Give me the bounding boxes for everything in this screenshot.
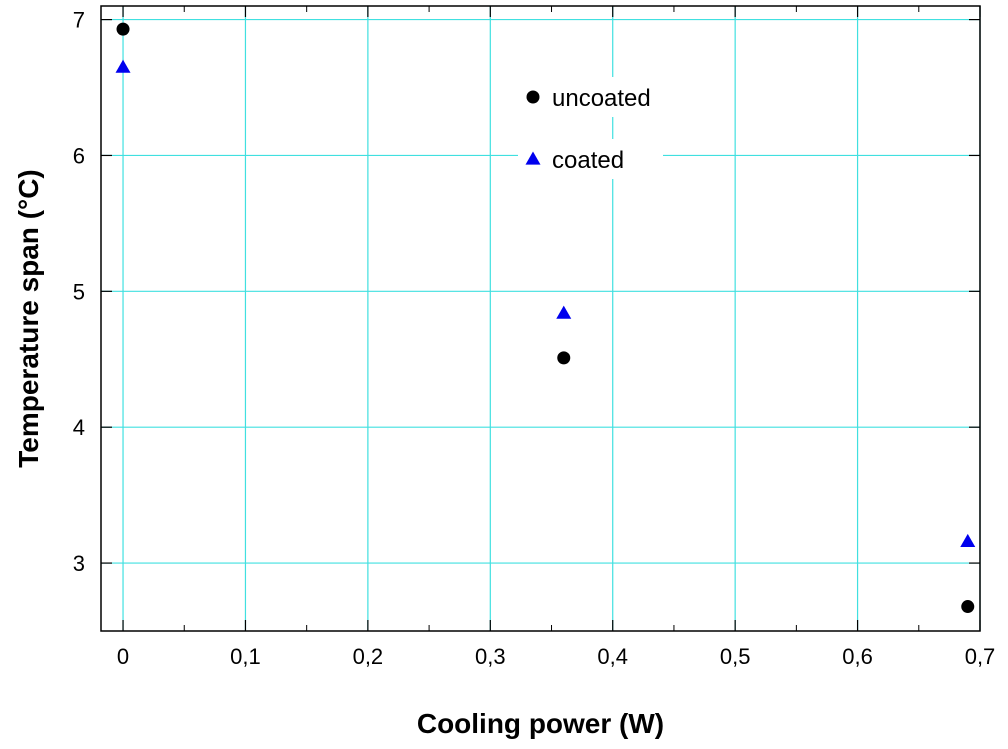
x-tick-label: 0,2: [353, 644, 384, 669]
ticks: [101, 6, 981, 631]
plot-frame: [100, 5, 981, 632]
uncoated-data-point: [557, 351, 571, 365]
x-tick-label: 0,7: [965, 644, 996, 669]
x-tick-label: 0,5: [720, 644, 751, 669]
uncoated-data-point: [116, 22, 130, 36]
coated-data-point: [556, 305, 572, 319]
legend: uncoated coated: [518, 77, 663, 179]
x-tick-labels: 0 0,1 0,2 0,3 0,4 0,5 0,6 0,7: [117, 644, 995, 669]
x-tick-label: 0,6: [842, 644, 873, 669]
data-points: [115, 22, 976, 614]
y-tick-label: 4: [73, 415, 85, 440]
grid: [101, 6, 981, 631]
legend-entry-background: [518, 77, 663, 117]
x-tick-label: 0: [117, 644, 129, 669]
x-tick-label: 0,1: [230, 644, 261, 669]
legend-uncoated-marker: [526, 90, 540, 104]
legend-coated-label: coated: [552, 147, 624, 174]
y-tick-label: 3: [73, 551, 85, 576]
coated-data-point: [115, 59, 131, 73]
uncoated-data-point: [961, 600, 975, 614]
legend-coated-marker: [525, 151, 541, 165]
x-tick-label: 0,4: [597, 644, 628, 669]
legend-uncoated-label: uncoated: [552, 85, 651, 112]
x-axis-title: Cooling power (W): [417, 708, 664, 739]
x-tick-label: 0,3: [475, 644, 506, 669]
legend-entry-background: [518, 139, 663, 179]
y-axis-title: Temperature span (°C): [13, 169, 44, 468]
coated-data-point: [960, 533, 976, 547]
y-tick-labels: 3 4 5 6 7: [73, 8, 85, 576]
y-tick-label: 6: [73, 143, 85, 168]
y-tick-label: 5: [73, 279, 85, 304]
y-tick-label: 7: [73, 8, 85, 33]
